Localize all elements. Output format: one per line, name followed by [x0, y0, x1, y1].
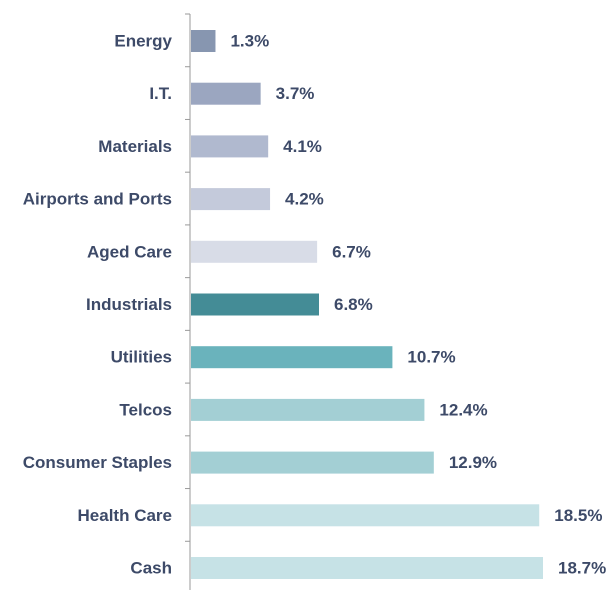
category-label: Consumer Staples [23, 453, 172, 472]
bar [191, 293, 319, 316]
bar [191, 135, 269, 158]
bar [191, 451, 434, 474]
value-label: 12.9% [449, 453, 497, 472]
value-label: 18.7% [558, 558, 606, 577]
bar [191, 346, 393, 369]
category-label: Aged Care [87, 242, 172, 261]
value-label: 4.1% [283, 137, 322, 156]
bar [191, 30, 216, 52]
category-label: Cash [130, 558, 172, 577]
category-label: Telcos [119, 400, 172, 419]
value-label: 6.8% [334, 295, 373, 314]
bar [191, 504, 540, 527]
bar [191, 240, 318, 263]
category-label: Energy [114, 31, 172, 50]
category-label: Utilities [111, 348, 172, 367]
value-label: 18.5% [554, 506, 602, 525]
value-label: 12.4% [439, 400, 487, 419]
category-label: Industrials [86, 295, 172, 314]
category-label: Health Care [78, 506, 172, 525]
value-label: 3.7% [276, 84, 315, 103]
category-label: I.T. [149, 84, 172, 103]
bar [191, 188, 271, 211]
bar [191, 398, 425, 421]
value-label: 6.7% [332, 242, 371, 261]
value-label: 10.7% [407, 348, 455, 367]
bar [191, 557, 543, 579]
category-label: Materials [98, 137, 172, 156]
value-label: 4.2% [285, 190, 324, 209]
bar [191, 82, 261, 105]
category-label: Airports and Ports [23, 190, 172, 209]
value-label: 1.3% [230, 31, 269, 50]
